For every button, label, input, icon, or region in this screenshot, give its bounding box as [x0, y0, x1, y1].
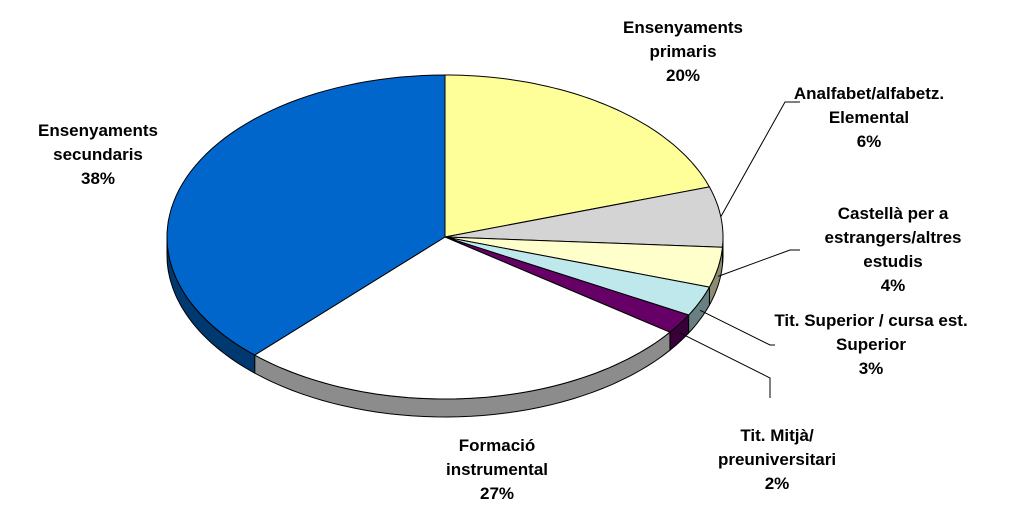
value-label: 20%: [665, 66, 701, 85]
category-name: Tit. Superior / cursa est. Superior: [774, 311, 968, 354]
category-name: Ensenyaments secundaris: [38, 121, 158, 164]
slice-label: Tit. Mitjà/ preuniversitari 2%: [697, 424, 857, 496]
slice: [444, 236, 724, 288]
slice-label: Tit. Superior / cursa est. Superior 3%: [771, 309, 971, 381]
value-label: 2%: [764, 474, 790, 493]
slice-label: Formació instrumental 27%: [422, 434, 572, 506]
slice: [253, 236, 671, 400]
slice: [444, 186, 724, 248]
category-name: Tit. Mitjà/ preuniversitari: [717, 426, 837, 469]
slice-label: Ensenyaments secundaris 38%: [13, 119, 183, 191]
leader-line: [679, 332, 771, 398]
value-label: 3%: [858, 359, 884, 378]
leader-line: [717, 249, 800, 277]
value-label: 6%: [856, 132, 882, 151]
category-name: Analfabet/alfabetz. Elemental: [793, 84, 945, 127]
leader-line: [699, 309, 775, 346]
slice: [444, 74, 711, 238]
slice-label: Castellà per a estrangers/altres estudis…: [818, 202, 968, 298]
leader-line: [720, 101, 800, 217]
category-name: Ensenyaments primaris: [623, 18, 743, 61]
category-name: Castellà per a estrangers/altres estudis: [824, 204, 962, 271]
slice-label: Ensenyaments primaris 20%: [603, 16, 763, 88]
value-label: 27%: [479, 484, 515, 503]
slice-label: Analfabet/alfabetz. Elemental 6%: [784, 82, 954, 154]
slice: [444, 236, 711, 316]
value-label: 38%: [80, 169, 116, 188]
value-label: 4%: [880, 276, 906, 295]
slice: [166, 74, 446, 356]
category-name: Formació instrumental: [445, 436, 549, 479]
slice: [444, 236, 690, 333]
